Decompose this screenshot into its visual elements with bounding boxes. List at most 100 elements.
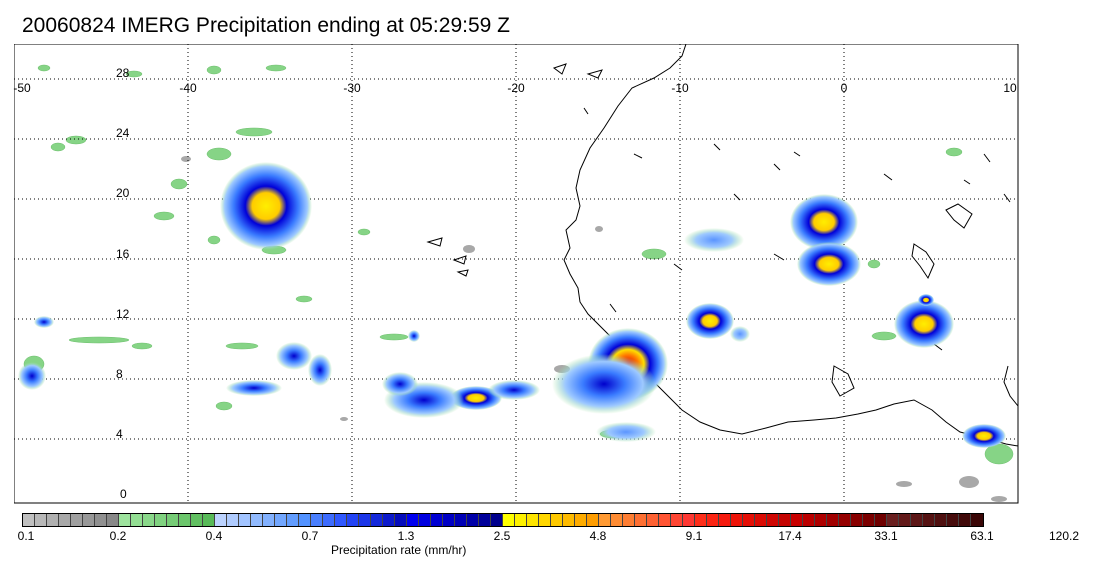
colorbar-swatch [659, 514, 671, 526]
colorbar-swatch [551, 514, 563, 526]
colorbar-swatch [479, 514, 491, 526]
lon-label: -10 [671, 81, 689, 95]
colorbar-swatch [911, 514, 923, 526]
lat-label: 0 [120, 487, 127, 501]
colorbar-swatch [143, 514, 155, 526]
colorbar-tick-label: 17.4 [778, 529, 802, 543]
colorbar-swatch [419, 514, 431, 526]
colorbar-swatch [299, 514, 311, 526]
colorbar-swatch [347, 514, 359, 526]
colorbar-swatch [863, 514, 875, 526]
colorbar-swatch [683, 514, 695, 526]
colorbar-swatch [47, 514, 59, 526]
lat-label: 4 [116, 427, 123, 441]
colorbar-swatch [887, 514, 899, 526]
colorbar-swatch [167, 514, 179, 526]
precipitation-map [14, 44, 1019, 504]
colorbar-swatch [311, 514, 323, 526]
colorbar-swatch [107, 514, 119, 526]
colorbar-swatch [623, 514, 635, 526]
colorbar-tick-label: 0.2 [109, 529, 127, 543]
colorbar-swatch [971, 514, 983, 526]
colorbar-swatch [635, 514, 647, 526]
colorbar-swatch [155, 514, 167, 526]
colorbar-swatch [539, 514, 551, 526]
lon-label: 0 [840, 81, 848, 95]
colorbar-swatch [839, 514, 851, 526]
colorbar-swatch [71, 514, 83, 526]
colorbar-swatch [923, 514, 935, 526]
colorbar-swatch [563, 514, 575, 526]
colorbar-swatch [215, 514, 227, 526]
colorbar-swatch [899, 514, 911, 526]
colorbar-swatch [491, 514, 503, 526]
colorbar-swatch [227, 514, 239, 526]
colorbar-tick-label: 2.5 [493, 529, 511, 543]
colorbar-swatch [947, 514, 959, 526]
lat-label: 28 [116, 66, 130, 80]
colorbar-swatch [647, 514, 659, 526]
colorbar-swatch [755, 514, 767, 526]
lon-label: -20 [507, 81, 525, 95]
colorbar-swatch [323, 514, 335, 526]
lat-label: 16 [116, 247, 130, 261]
colorbar-swatch [935, 514, 947, 526]
colorbar-tick-label: 120.2 [1048, 529, 1080, 543]
colorbar-tick-label: 33.1 [874, 529, 898, 543]
colorbar-swatch [251, 514, 263, 526]
colorbar-tick-label: 1.3 [397, 529, 415, 543]
colorbar-swatch [707, 514, 719, 526]
colorbar-swatch [851, 514, 863, 526]
colorbar-swatch [611, 514, 623, 526]
colorbar-swatch [95, 514, 107, 526]
colorbar-swatch [59, 514, 71, 526]
colorbar-swatch [815, 514, 827, 526]
colorbar-tick-label: 63.1 [970, 529, 994, 543]
colorbar-swatch [743, 514, 755, 526]
colorbar-swatch [383, 514, 395, 526]
colorbar-swatch [599, 514, 611, 526]
colorbar-swatch [83, 514, 95, 526]
colorbar-tick-label: 4.8 [589, 529, 607, 543]
colorbar-tick-label: 0.4 [205, 529, 223, 543]
convective-cells [18, 162, 1006, 448]
colorbar-swatch [275, 514, 287, 526]
colorbar-swatch [719, 514, 731, 526]
colorbar-swatch [287, 514, 299, 526]
colorbar-tick-label: 9.1 [685, 529, 703, 543]
colorbar-swatch [263, 514, 275, 526]
colorbar-swatch [587, 514, 599, 526]
colorbar-swatch [443, 514, 455, 526]
colorbar-swatch [527, 514, 539, 526]
colorbar-swatch [431, 514, 443, 526]
colorbar-tick-label: 0.7 [301, 529, 319, 543]
colorbar-swatch [131, 514, 143, 526]
colorbar-swatch [779, 514, 791, 526]
colorbar-swatch [203, 514, 215, 526]
colorbar-swatch [731, 514, 743, 526]
colorbar-swatch [767, 514, 779, 526]
colorbar-swatch [191, 514, 203, 526]
colorbar-swatch [959, 514, 971, 526]
colorbar-swatch [503, 514, 515, 526]
colorbar-swatch [119, 514, 131, 526]
lat-label: 8 [116, 367, 123, 381]
map-title: 20060824 IMERG Precipitation ending at 0… [22, 14, 510, 37]
lat-label: 12 [116, 307, 130, 321]
colorbar-swatch [335, 514, 347, 526]
colorbar-swatch [395, 514, 407, 526]
colorbar-label: Precipitation rate (mm/hr) [331, 543, 467, 557]
colorbar-swatch [239, 514, 251, 526]
colorbar-swatch [695, 514, 707, 526]
colorbar-swatch [575, 514, 587, 526]
colorbar-swatch [803, 514, 815, 526]
colorbar-swatch [179, 514, 191, 526]
colorbar-tick-label: 0.1 [17, 529, 35, 543]
lat-label: 20 [116, 186, 130, 200]
trace-precipitation [181, 156, 1007, 502]
colorbar-swatch [671, 514, 683, 526]
lon-label: -40 [179, 81, 197, 95]
colorbar-swatch [35, 514, 47, 526]
lon-label: -50 [13, 81, 31, 95]
colorbar-swatch [827, 514, 839, 526]
